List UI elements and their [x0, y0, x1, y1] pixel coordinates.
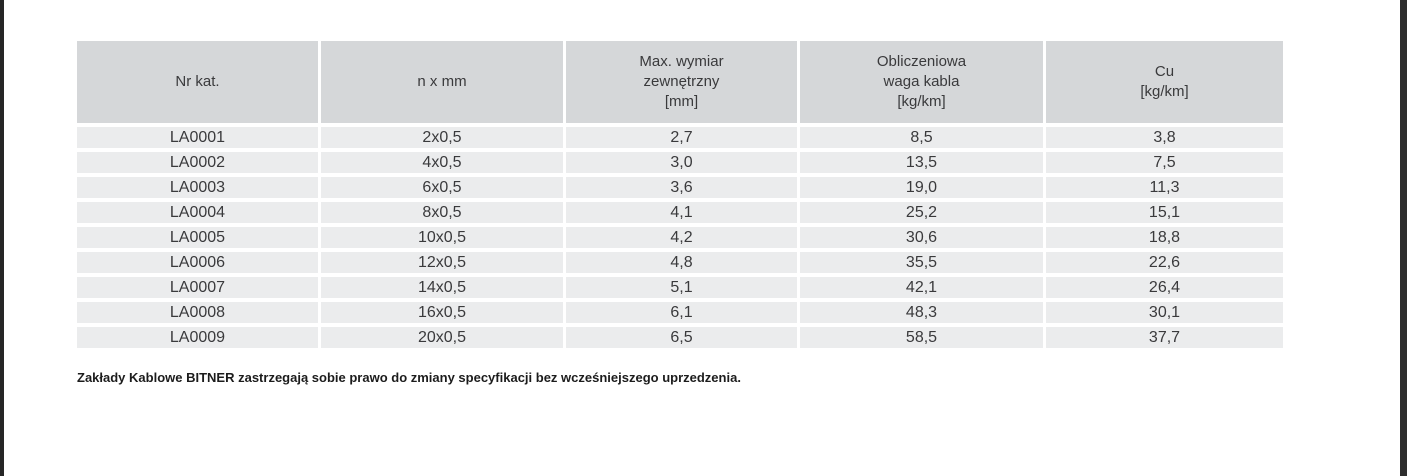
table-row: LA0007 14x0,5 5,1 42,1 26,4 — [77, 277, 1283, 298]
cell-cu: 7,5 — [1046, 152, 1283, 173]
cell-n-x-mm: 4x0,5 — [321, 152, 563, 173]
cell-nr-kat: LA0009 — [77, 327, 318, 348]
cell-n-x-mm: 6x0,5 — [321, 177, 563, 198]
table-row: LA0005 10x0,5 4,2 30,6 18,8 — [77, 227, 1283, 248]
cell-cu: 15,1 — [1046, 202, 1283, 223]
table-row: LA0003 6x0,5 3,6 19,0 11,3 — [77, 177, 1283, 198]
cell-nr-kat: LA0002 — [77, 152, 318, 173]
cell-nr-kat: LA0001 — [77, 127, 318, 148]
col-header-nr-kat: Nr kat. — [77, 41, 318, 123]
cell-n-x-mm: 16x0,5 — [321, 302, 563, 323]
cell-nr-kat: LA0008 — [77, 302, 318, 323]
footer-disclaimer: Zakłady Kablowe BITNER zastrzegają sobie… — [77, 370, 741, 385]
cell-nr-kat: LA0007 — [77, 277, 318, 298]
table-row: LA0009 20x0,5 6,5 58,5 37,7 — [77, 327, 1283, 348]
scan-edge-right — [1400, 0, 1407, 476]
cell-wymiar: 6,1 — [566, 302, 797, 323]
cell-n-x-mm: 10x0,5 — [321, 227, 563, 248]
col-header-cu: Cu [kg/km] — [1046, 41, 1283, 123]
cell-nr-kat: LA0006 — [77, 252, 318, 273]
cell-waga: 8,5 — [800, 127, 1043, 148]
cell-nr-kat: LA0003 — [77, 177, 318, 198]
table-header-row: Nr kat. n x mm Max. wymiar zewnętrzny [m… — [77, 41, 1283, 123]
cell-cu: 18,8 — [1046, 227, 1283, 248]
cell-nr-kat: LA0004 — [77, 202, 318, 223]
cell-cu: 37,7 — [1046, 327, 1283, 348]
col-header-waga-kabla: Obliczeniowa waga kabla [kg/km] — [800, 41, 1043, 123]
cell-wymiar: 5,1 — [566, 277, 797, 298]
cell-waga: 13,5 — [800, 152, 1043, 173]
table-row: LA0004 8x0,5 4,1 25,2 15,1 — [77, 202, 1283, 223]
col-header-n-x-mm: n x mm — [321, 41, 563, 123]
table-row: LA0008 16x0,5 6,1 48,3 30,1 — [77, 302, 1283, 323]
cell-wymiar: 6,5 — [566, 327, 797, 348]
cell-cu: 22,6 — [1046, 252, 1283, 273]
cell-cu: 3,8 — [1046, 127, 1283, 148]
cell-wymiar: 3,6 — [566, 177, 797, 198]
table-row: LA0006 12x0,5 4,8 35,5 22,6 — [77, 252, 1283, 273]
cell-wymiar: 3,0 — [566, 152, 797, 173]
cell-n-x-mm: 12x0,5 — [321, 252, 563, 273]
cell-n-x-mm: 2x0,5 — [321, 127, 563, 148]
cell-waga: 30,6 — [800, 227, 1043, 248]
cell-waga: 19,0 — [800, 177, 1043, 198]
scan-edge-left — [0, 0, 4, 476]
cell-wymiar: 4,1 — [566, 202, 797, 223]
cell-nr-kat: LA0005 — [77, 227, 318, 248]
cell-waga: 25,2 — [800, 202, 1043, 223]
cell-waga: 48,3 — [800, 302, 1043, 323]
cell-waga: 35,5 — [800, 252, 1043, 273]
cell-cu: 26,4 — [1046, 277, 1283, 298]
cell-cu: 11,3 — [1046, 177, 1283, 198]
cell-cu: 30,1 — [1046, 302, 1283, 323]
table-row: LA0001 2x0,5 2,7 8,5 3,8 — [77, 127, 1283, 148]
cell-wymiar: 4,8 — [566, 252, 797, 273]
cell-n-x-mm: 14x0,5 — [321, 277, 563, 298]
col-header-max-wymiar: Max. wymiar zewnętrzny [mm] — [566, 41, 797, 123]
cable-spec-table: Nr kat. n x mm Max. wymiar zewnętrzny [m… — [77, 41, 1283, 352]
table-row: LA0002 4x0,5 3,0 13,5 7,5 — [77, 152, 1283, 173]
cell-waga: 42,1 — [800, 277, 1043, 298]
cell-wymiar: 4,2 — [566, 227, 797, 248]
cell-n-x-mm: 20x0,5 — [321, 327, 563, 348]
cell-wymiar: 2,7 — [566, 127, 797, 148]
cell-waga: 58,5 — [800, 327, 1043, 348]
cell-n-x-mm: 8x0,5 — [321, 202, 563, 223]
